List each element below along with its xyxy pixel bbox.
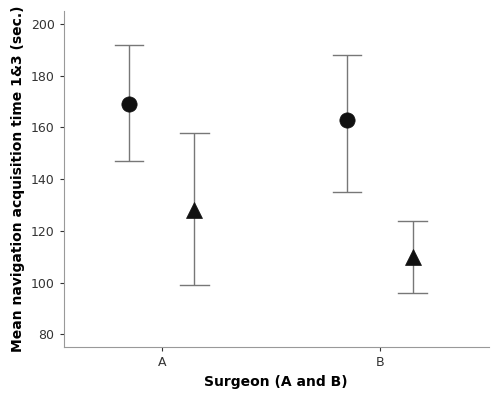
- X-axis label: Surgeon (A and B): Surgeon (A and B): [204, 375, 348, 389]
- Y-axis label: Mean navigation acquisition time 1&3 (sec.): Mean navigation acquisition time 1&3 (se…: [11, 6, 25, 352]
